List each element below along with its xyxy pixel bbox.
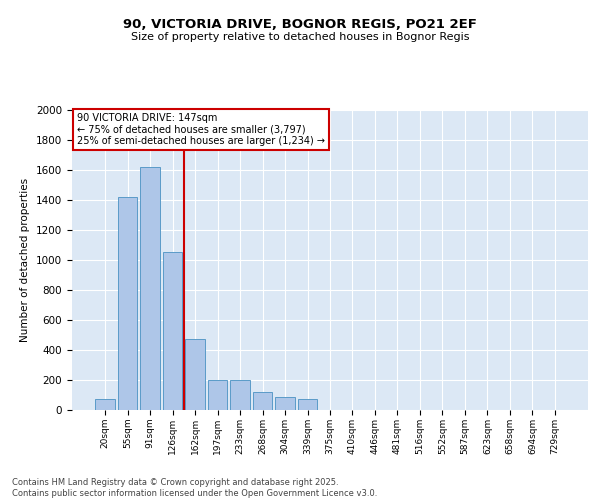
Text: Size of property relative to detached houses in Bognor Regis: Size of property relative to detached ho… <box>131 32 469 42</box>
Bar <box>185 339 205 410</box>
Text: Contains HM Land Registry data © Crown copyright and database right 2025.
Contai: Contains HM Land Registry data © Crown c… <box>12 478 377 498</box>
Bar <box>95 399 115 410</box>
Bar <box>298 399 317 410</box>
Y-axis label: Number of detached properties: Number of detached properties <box>20 178 31 342</box>
Bar <box>208 380 227 410</box>
Bar <box>230 380 250 410</box>
Bar <box>140 167 160 410</box>
Text: 90 VICTORIA DRIVE: 147sqm
← 75% of detached houses are smaller (3,797)
25% of se: 90 VICTORIA DRIVE: 147sqm ← 75% of detac… <box>77 113 325 146</box>
Bar <box>275 396 295 410</box>
Bar <box>118 197 137 410</box>
Bar <box>253 392 272 410</box>
Bar <box>163 252 182 410</box>
Text: 90, VICTORIA DRIVE, BOGNOR REGIS, PO21 2EF: 90, VICTORIA DRIVE, BOGNOR REGIS, PO21 2… <box>123 18 477 30</box>
